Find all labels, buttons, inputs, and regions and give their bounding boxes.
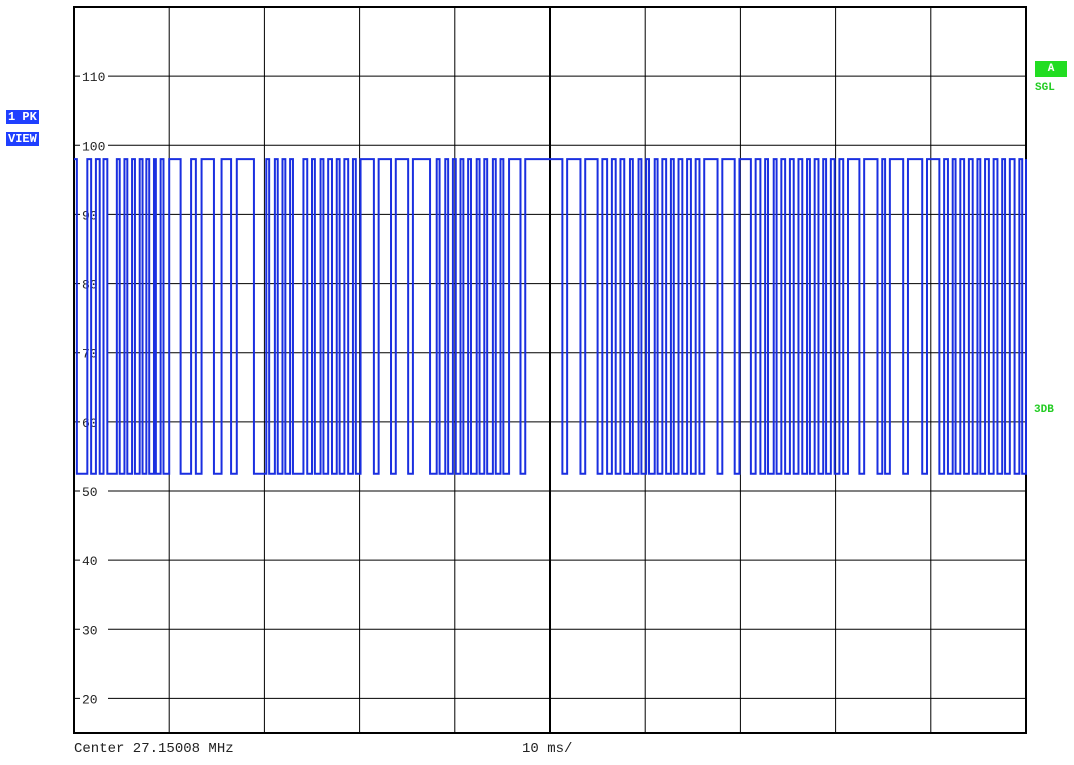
y-tick-label-bg <box>80 691 108 706</box>
side-marker-label: 3DB <box>1034 404 1054 416</box>
sweep-mode-label: SGL <box>1035 82 1055 94</box>
sweep-badge: A <box>1035 61 1067 77</box>
y-tick-label: 100 <box>82 139 105 154</box>
y-tick-label-bg <box>80 622 108 637</box>
y-tick-label-bg <box>80 553 108 568</box>
trace-badge-bottom: VIEW <box>6 132 39 146</box>
y-tick-label-bg <box>80 69 108 84</box>
y-tick-label: 30 <box>82 623 98 638</box>
y-tick-label: 40 <box>82 554 98 569</box>
y-tick-label: 60 <box>82 416 98 431</box>
y-tick-label: 50 <box>82 485 98 500</box>
trace-1-line <box>74 158 1027 475</box>
y-tick-label: 70 <box>82 347 98 362</box>
footer-time-per-div: 10 ms/ <box>522 741 573 757</box>
y-tick-label: 20 <box>82 692 98 707</box>
y-tick-label: 110 <box>82 70 105 85</box>
trace-layer <box>74 158 1027 475</box>
y-tick-label-bg <box>80 484 108 498</box>
y-tick-label: 90 <box>82 208 98 223</box>
grid <box>74 7 1026 733</box>
y-tick-label: 80 <box>82 278 98 293</box>
y-tick-label-bg <box>80 138 108 153</box>
footer-center-frequency: Center 27.15008 MHz <box>74 741 234 757</box>
trace-badge-top: 1 PK <box>6 110 39 124</box>
